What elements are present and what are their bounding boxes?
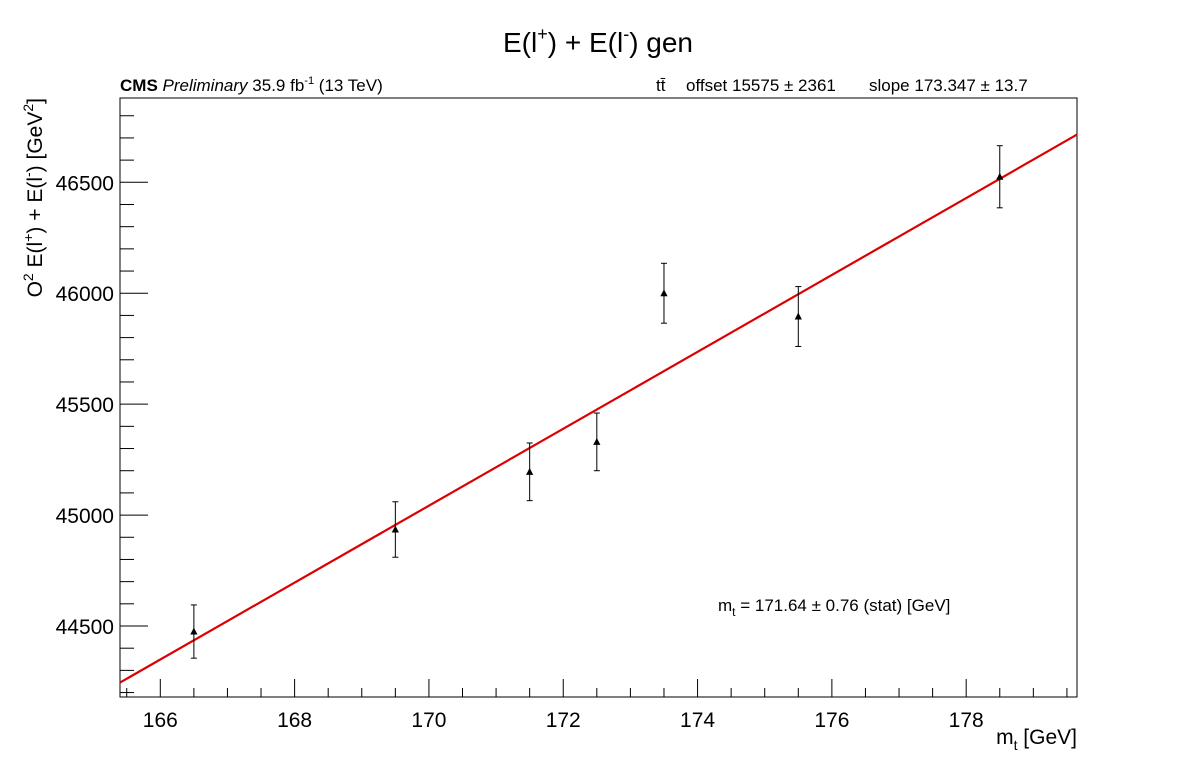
y-tick-label: 45500 bbox=[56, 394, 114, 417]
fit-slope: slope 173.347 ± 13.7 bbox=[869, 76, 1028, 95]
y-axis: 44500 45000 45500 46000 46500 bbox=[56, 115, 148, 694]
data-point bbox=[996, 145, 1004, 209]
data-point bbox=[391, 501, 399, 558]
triangle-marker bbox=[660, 289, 668, 297]
x-tick-label: 178 bbox=[949, 709, 984, 732]
x-axis-label: mt [GeV] bbox=[996, 726, 1077, 753]
chart-title: E(l+) + E(l-) gen bbox=[503, 24, 693, 58]
data-point bbox=[593, 412, 601, 472]
cms-label: CMS Preliminary 35.9 fb-1 (13 TeV) bbox=[120, 75, 383, 95]
x-tick-label: 170 bbox=[411, 709, 446, 732]
x-tick-label: 176 bbox=[814, 709, 849, 732]
fit-line bbox=[119, 133, 1078, 684]
plot-frame bbox=[119, 97, 1078, 698]
x-tick-label: 172 bbox=[546, 709, 581, 732]
x-axis: 166 168 170 172 174 176 178 bbox=[126, 679, 1068, 732]
y-axis-label: O2 E(l+) + E(l-) [GeV2] bbox=[20, 98, 47, 297]
y-tick-label: 46000 bbox=[56, 283, 114, 306]
triangle-marker bbox=[190, 627, 198, 635]
y-tick-label: 46500 bbox=[56, 172, 114, 195]
triangle-marker bbox=[526, 467, 534, 475]
triangle-marker bbox=[593, 437, 601, 445]
x-tick-label: 166 bbox=[143, 709, 178, 732]
data-point bbox=[660, 262, 668, 324]
x-tick-label: 168 bbox=[277, 709, 312, 732]
mt-annotation: mt = 171.64 ± 0.76 (stat) [GeV] bbox=[718, 596, 950, 619]
fit-layer bbox=[119, 133, 1078, 684]
y-tick-label: 44500 bbox=[56, 616, 114, 639]
triangle-marker bbox=[794, 312, 802, 320]
triangle-marker bbox=[391, 525, 399, 533]
y-tick-label: 45000 bbox=[56, 505, 114, 528]
data-point bbox=[794, 286, 802, 347]
data-point bbox=[190, 604, 198, 659]
fit-offset: offset 15575 ± 2361 bbox=[686, 76, 836, 95]
data-point bbox=[526, 442, 534, 502]
x-tick-label: 174 bbox=[680, 709, 715, 732]
fit-process: tt̄ bbox=[656, 76, 666, 95]
points-layer bbox=[190, 145, 1004, 659]
triangle-marker bbox=[996, 172, 1004, 180]
